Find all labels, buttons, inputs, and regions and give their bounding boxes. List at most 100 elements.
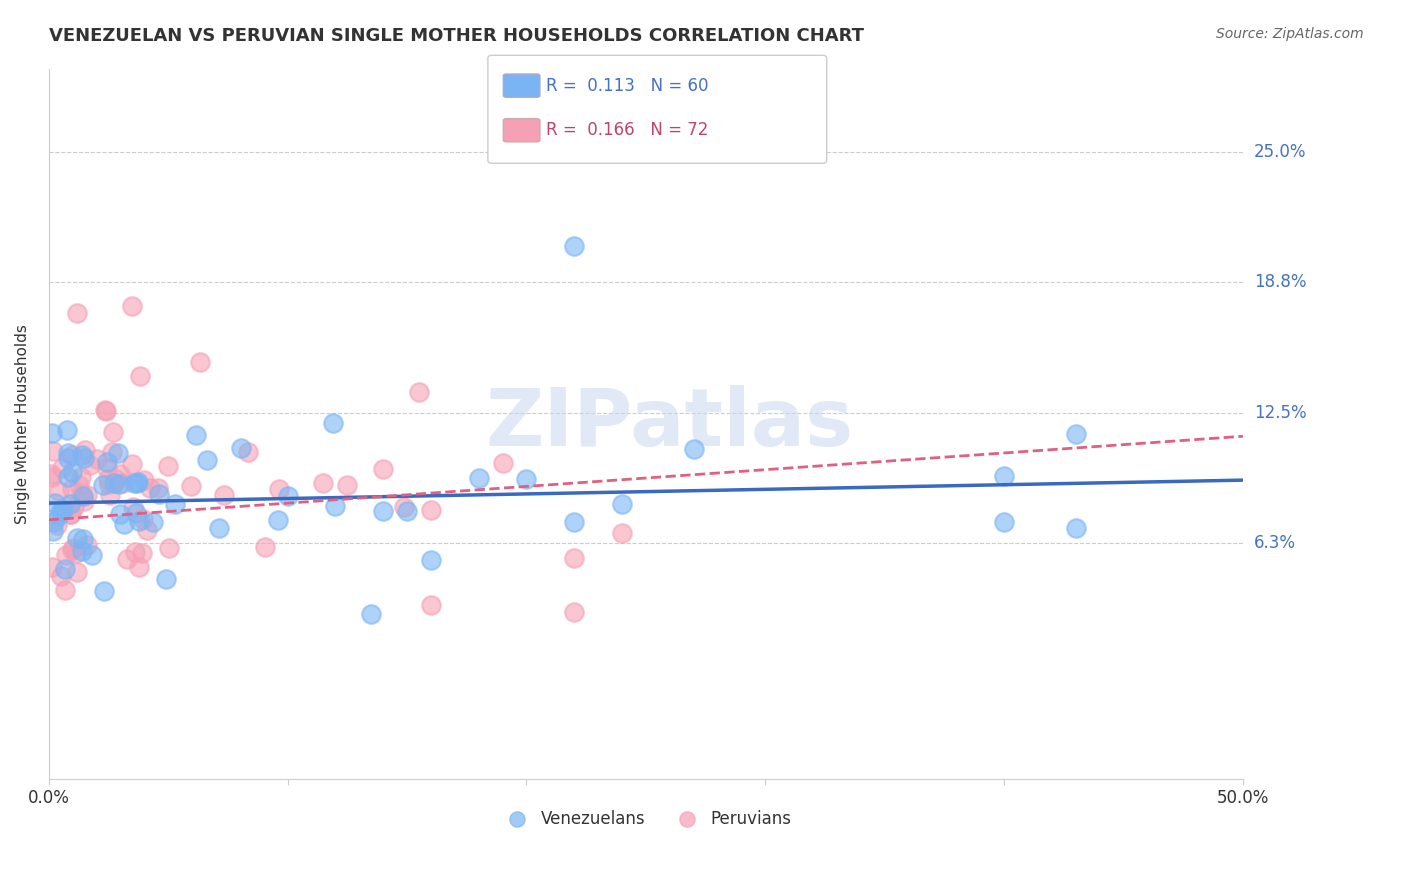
Point: [93, 584, 115, 599]
Point: [229, 442, 252, 456]
Point: [139, 482, 162, 496]
Point: [562, 515, 585, 529]
Point: [41, 560, 63, 574]
Y-axis label: Single Mother Households: Single Mother Households: [15, 324, 30, 524]
Point: [108, 507, 131, 521]
Point: [610, 497, 633, 511]
Point: [103, 476, 125, 491]
Point: [131, 546, 153, 560]
Point: [515, 472, 537, 486]
Point: [127, 475, 149, 490]
Point: [70, 544, 93, 558]
Point: [141, 515, 163, 529]
Point: [44, 515, 66, 529]
Point: [55, 549, 77, 563]
Point: [132, 511, 155, 525]
Text: 12.5%: 12.5%: [1254, 404, 1306, 422]
Point: [56, 446, 79, 460]
Point: [96, 404, 118, 418]
Point: [49, 569, 72, 583]
Point: [610, 525, 633, 540]
Point: [60, 508, 83, 522]
Point: [146, 482, 169, 496]
Point: [56, 450, 79, 465]
Point: [682, 442, 704, 456]
Point: [157, 459, 180, 474]
Text: R =  0.166   N = 72: R = 0.166 N = 72: [546, 121, 707, 139]
Point: [70, 449, 93, 463]
Point: [135, 523, 157, 537]
Point: [72, 489, 94, 503]
Point: [277, 489, 299, 503]
Point: [419, 502, 441, 516]
Text: ZIPatlas: ZIPatlas: [485, 384, 853, 463]
Point: [562, 239, 585, 253]
Point: [72, 532, 94, 546]
Point: [267, 513, 290, 527]
Point: [76, 488, 98, 502]
Point: [419, 553, 441, 567]
Point: [108, 477, 131, 491]
Point: [76, 538, 98, 552]
Point: [163, 497, 186, 511]
Point: [419, 599, 441, 613]
Point: [124, 475, 146, 490]
Point: [325, 499, 347, 513]
Point: [101, 425, 124, 440]
Point: [124, 544, 146, 558]
Text: R =  0.113   N = 60: R = 0.113 N = 60: [546, 77, 709, 95]
Point: [101, 445, 124, 459]
Point: [360, 607, 382, 622]
Point: [212, 488, 235, 502]
Point: [993, 468, 1015, 483]
Point: [1064, 427, 1087, 442]
Text: 6.3%: 6.3%: [1254, 533, 1296, 552]
Point: [180, 479, 202, 493]
Text: VENEZUELAN VS PERUVIAN SINGLE MOTHER HOUSEHOLDS CORRELATION CHART: VENEZUELAN VS PERUVIAN SINGLE MOTHER HOU…: [49, 27, 865, 45]
Point: [105, 472, 128, 486]
Point: [993, 515, 1015, 529]
Point: [39, 467, 62, 481]
Point: [155, 573, 177, 587]
Point: [373, 504, 395, 518]
Point: [51, 461, 73, 475]
Point: [184, 428, 207, 442]
Point: [128, 514, 150, 528]
Point: [60, 448, 83, 462]
Point: [562, 605, 585, 619]
Point: [70, 487, 93, 501]
Point: [59, 497, 82, 511]
Point: [98, 488, 121, 502]
Point: [117, 551, 139, 566]
Point: [125, 506, 148, 520]
Point: [491, 456, 513, 470]
Point: [66, 306, 89, 320]
Point: [238, 444, 260, 458]
Point: [42, 443, 65, 458]
Point: [48, 483, 70, 498]
Point: [73, 451, 96, 466]
Point: [86, 452, 108, 467]
Point: [371, 461, 394, 475]
Point: [121, 299, 143, 313]
Point: [42, 524, 65, 538]
Point: [128, 368, 150, 383]
Point: [322, 416, 344, 430]
Point: [82, 548, 104, 562]
Point: [51, 504, 73, 518]
Point: [91, 477, 114, 491]
Text: 25.0%: 25.0%: [1254, 143, 1306, 161]
Point: [195, 452, 218, 467]
Point: [55, 423, 77, 437]
Point: [53, 561, 76, 575]
Point: [96, 455, 118, 469]
Point: [188, 355, 211, 369]
Legend: Venezuelans, Peruvians: Venezuelans, Peruvians: [494, 803, 797, 835]
Point: [121, 457, 143, 471]
Point: [58, 470, 80, 484]
Point: [336, 478, 359, 492]
Point: [253, 540, 276, 554]
Point: [96, 460, 118, 475]
Point: [53, 582, 76, 597]
Point: [44, 495, 66, 509]
